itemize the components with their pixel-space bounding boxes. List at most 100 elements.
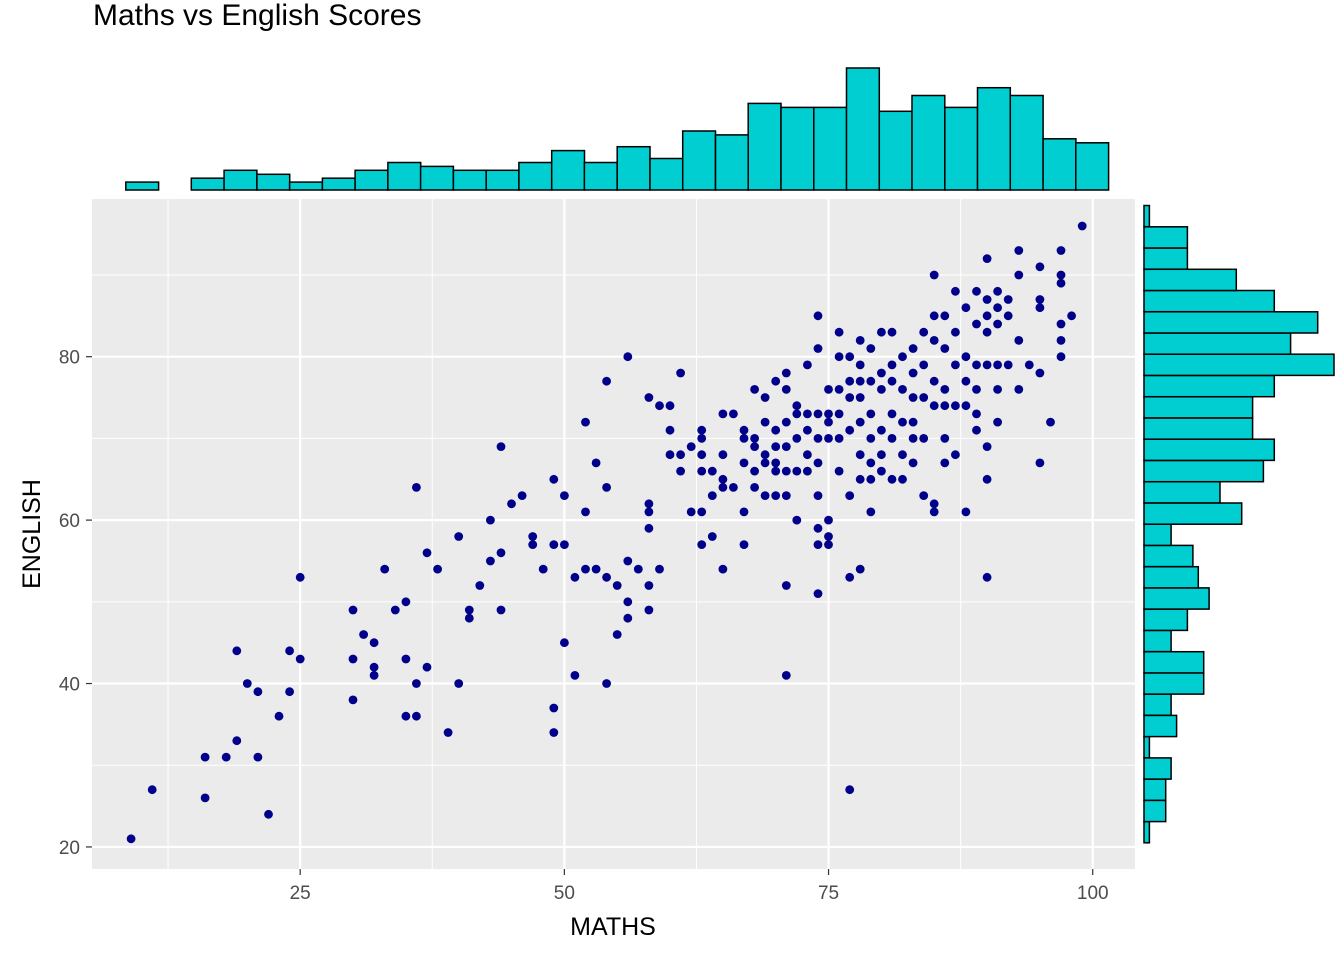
data-point-116 <box>750 483 759 492</box>
data-point-37 <box>464 605 474 615</box>
data-point-260 <box>993 417 1002 427</box>
data-point-3 <box>200 793 210 803</box>
data-point-50 <box>549 474 559 484</box>
data-point-145 <box>803 466 812 476</box>
data-point-177 <box>855 376 865 386</box>
data-point-80 <box>644 605 654 615</box>
data-point-11 <box>274 711 284 721</box>
data-point-47 <box>528 532 538 541</box>
data-point-280 <box>1056 352 1066 362</box>
data-point-77 <box>644 507 654 517</box>
data-point-13 <box>285 687 294 697</box>
data-point-119 <box>760 450 770 460</box>
x-hist-bar-3 <box>223 169 258 191</box>
data-point-276 <box>1056 270 1066 280</box>
data-point-108 <box>739 434 749 443</box>
data-point-182 <box>855 564 865 574</box>
data-point-187 <box>866 458 876 468</box>
data-point-191 <box>877 368 886 378</box>
data-point-49 <box>538 564 548 574</box>
data-point-132 <box>781 466 791 476</box>
data-point-117 <box>760 393 770 402</box>
x-tick-label-2: 75 <box>818 883 839 904</box>
data-point-98 <box>707 491 717 500</box>
y-hist-bar-27 <box>1143 247 1189 270</box>
data-point-229 <box>940 434 950 443</box>
x-hist-bar-8 <box>387 161 422 191</box>
data-point-118 <box>760 417 770 427</box>
plot-panel <box>92 199 1135 869</box>
x-tick-label-0: 25 <box>290 883 311 904</box>
data-point-66 <box>602 572 611 582</box>
y-hist-bar-26 <box>1143 268 1238 292</box>
data-point-76 <box>644 499 654 509</box>
data-point-239 <box>961 401 971 411</box>
data-point-67 <box>602 679 611 688</box>
data-point-96 <box>697 540 707 549</box>
y-hist-bar-5 <box>1143 714 1178 738</box>
y-tick-label-0: 20 <box>59 838 80 859</box>
data-point-32 <box>422 662 432 672</box>
data-point-24 <box>390 605 400 615</box>
x-hist-bar-5 <box>288 181 324 191</box>
data-point-89 <box>686 442 696 451</box>
data-point-193 <box>877 425 886 435</box>
x-tick-label-3: 100 <box>1077 883 1109 904</box>
data-point-107 <box>739 425 749 435</box>
y-hist-bar-19 <box>1143 417 1254 440</box>
data-point-198 <box>887 376 897 386</box>
data-point-247 <box>982 254 992 263</box>
data-point-246 <box>972 425 981 435</box>
data-point-88 <box>676 466 685 476</box>
data-point-23 <box>380 564 390 574</box>
data-point-83 <box>665 401 675 411</box>
x-hist-bar-16 <box>649 157 684 191</box>
data-point-18 <box>348 695 358 705</box>
data-point-173 <box>845 572 855 582</box>
data-point-262 <box>1003 311 1013 321</box>
data-point-134 <box>781 581 791 590</box>
data-point-228 <box>940 401 950 411</box>
data-point-261 <box>1003 295 1013 304</box>
data-point-167 <box>834 466 844 476</box>
data-point-248 <box>982 295 992 304</box>
data-point-10 <box>264 809 273 819</box>
data-point-137 <box>792 409 802 419</box>
x-hist-bar-14 <box>583 161 618 191</box>
data-point-278 <box>1056 319 1066 329</box>
data-point-242 <box>972 319 981 329</box>
data-point-97 <box>707 466 717 476</box>
data-point-52 <box>549 703 559 713</box>
y-tick-label-2: 60 <box>59 511 80 532</box>
y-hist-bar-1 <box>1143 799 1167 823</box>
data-point-251 <box>982 360 992 370</box>
data-point-156 <box>824 409 833 419</box>
data-point-84 <box>665 425 675 435</box>
y-hist-bar-22 <box>1143 353 1335 377</box>
data-point-254 <box>982 572 992 582</box>
y-hist-bar-15 <box>1143 502 1243 525</box>
minor-gridlines <box>92 199 1135 869</box>
y-hist-bar-0 <box>1143 820 1151 844</box>
y-hist-bar-18 <box>1143 438 1276 462</box>
y-marginal-histogram <box>1143 204 1335 844</box>
data-point-72 <box>623 613 633 623</box>
data-point-58 <box>570 671 580 680</box>
data-point-33 <box>433 564 442 574</box>
data-point-56 <box>560 638 569 648</box>
data-point-6 <box>232 736 242 746</box>
data-point-78 <box>644 523 654 533</box>
data-point-172 <box>845 491 855 500</box>
data-point-75 <box>644 393 654 402</box>
data-point-141 <box>803 360 812 370</box>
data-point-122 <box>771 376 781 386</box>
data-point-92 <box>697 434 707 443</box>
data-point-164 <box>834 385 844 394</box>
data-point-87 <box>676 450 685 460</box>
data-point-266 <box>1014 336 1024 345</box>
data-point-230 <box>940 458 950 468</box>
y-hist-bar-11 <box>1143 587 1210 610</box>
data-point-208 <box>908 368 918 378</box>
y-tick-label-3: 80 <box>59 348 80 369</box>
data-point-169 <box>845 376 855 386</box>
